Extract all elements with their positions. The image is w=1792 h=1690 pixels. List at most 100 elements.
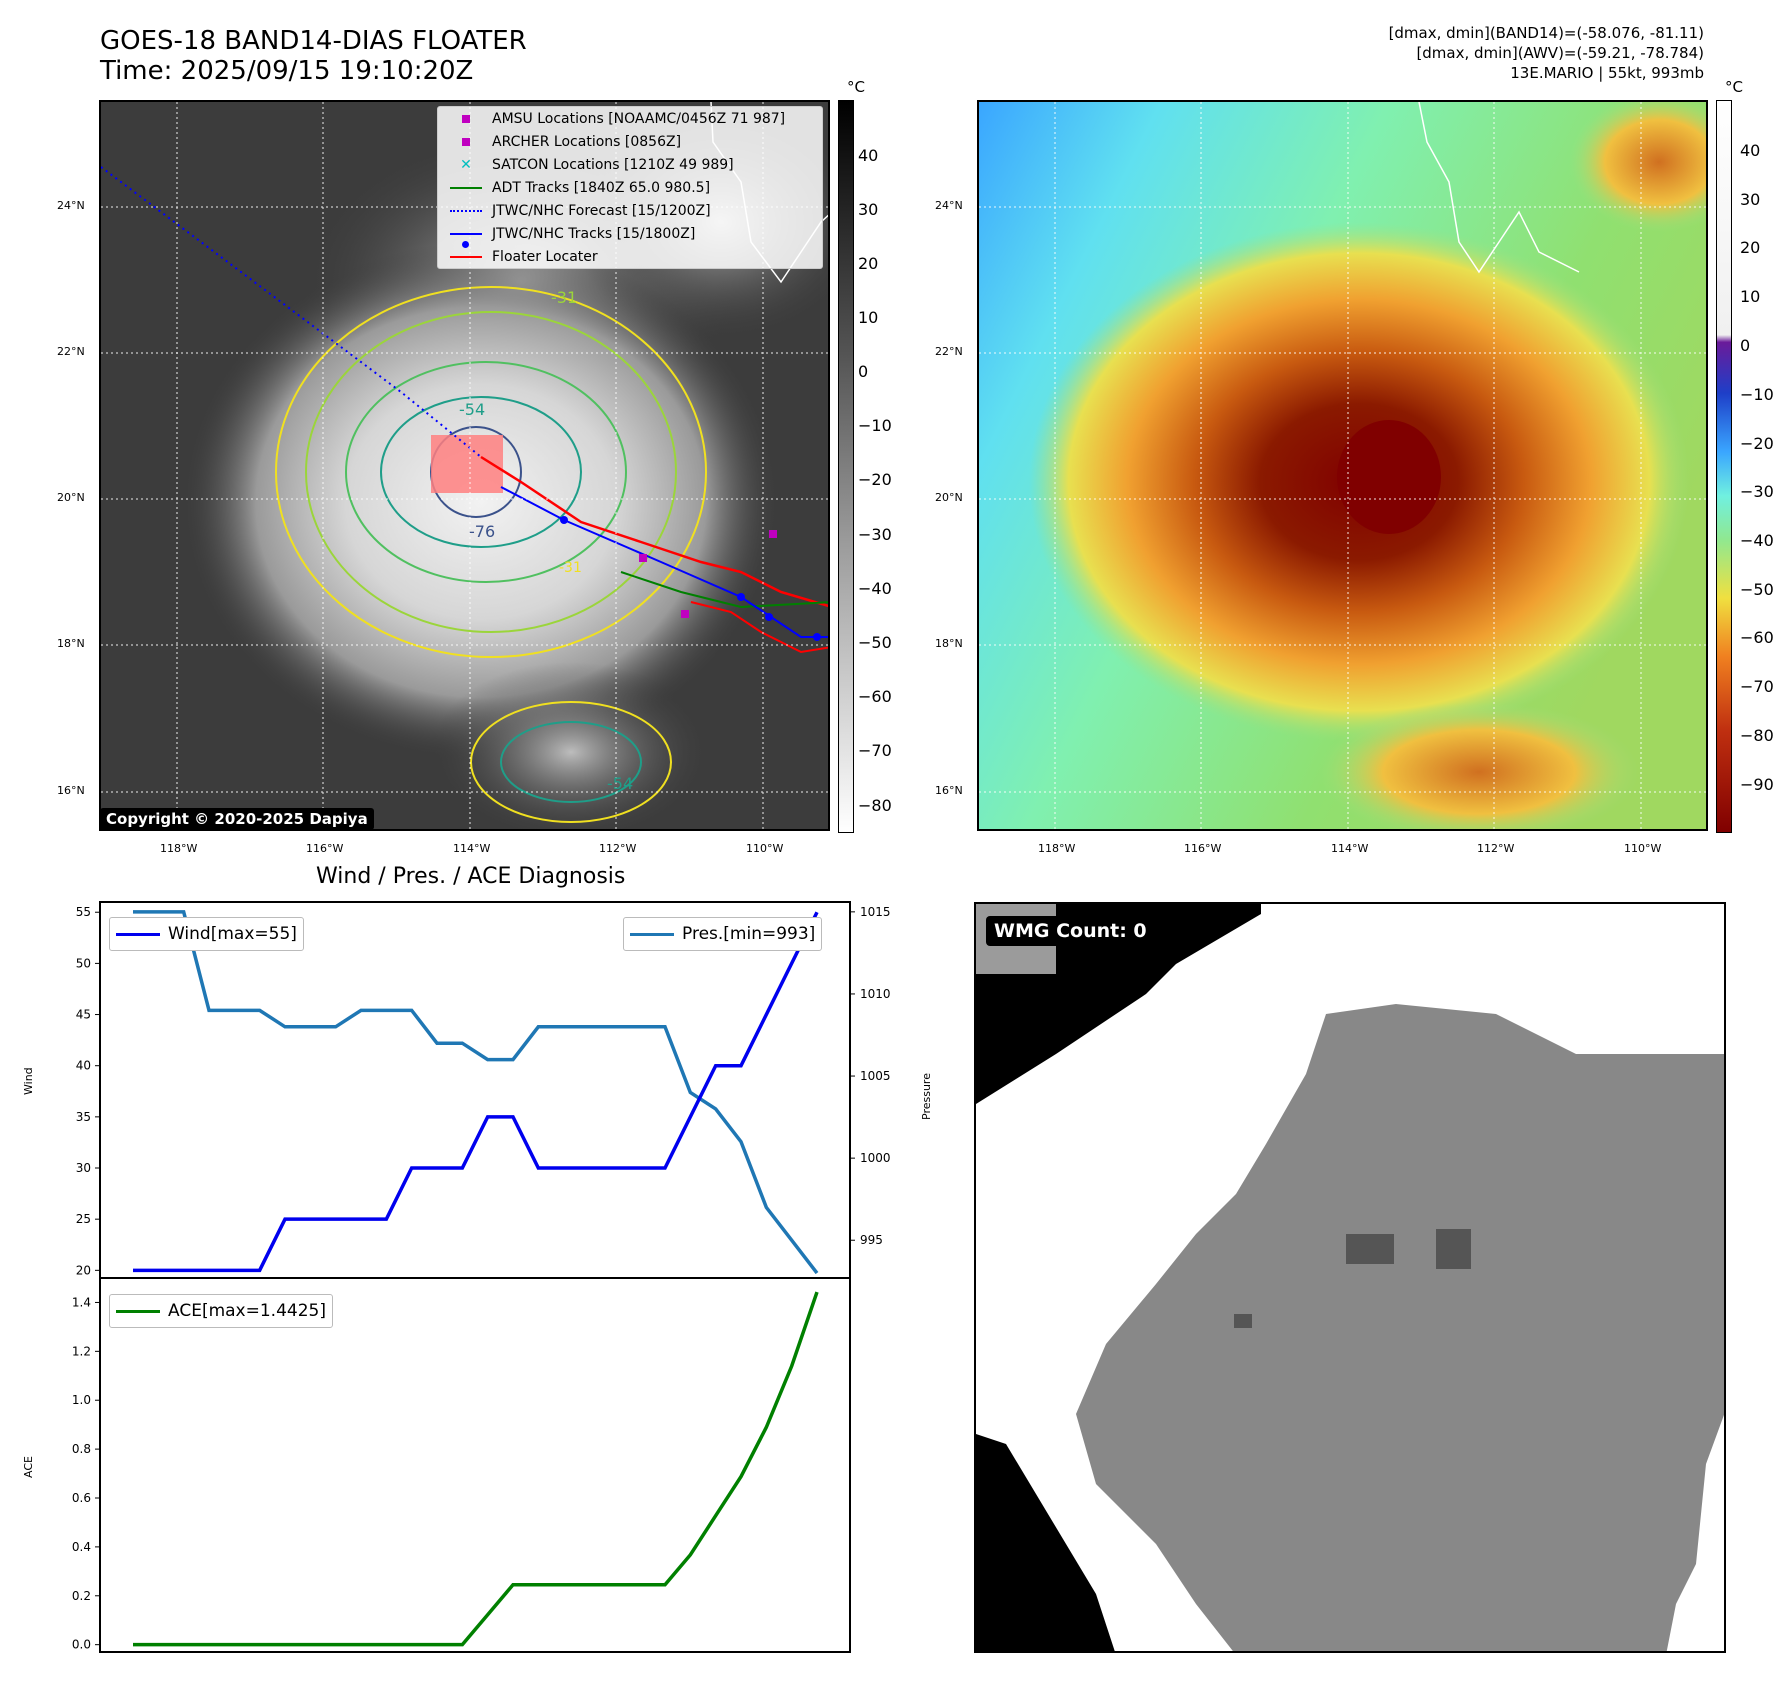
x-marker-icon: ✕ (460, 156, 472, 173)
lon-label: 114°W (453, 842, 491, 855)
y-tick-label: 0.4 (72, 1540, 91, 1554)
line-swatch-icon (450, 255, 482, 258)
y-tick-label: 1005 (860, 1069, 891, 1083)
map-legend: AMSU Locations [NOAAMC/0456Z 71 987] ARC… (437, 106, 823, 269)
chart-title: GOES-18 BAND14-DIAS FLOATER (100, 26, 527, 56)
y-tick-label: 50 (76, 956, 91, 970)
colorbar-tick: 40 (1740, 141, 1761, 160)
lon-label: 110°W (1624, 842, 1662, 855)
colorbar-tick: −70 (1740, 677, 1774, 696)
chart-time: Time: 2025/09/15 19:10:20Z (100, 56, 474, 86)
line-swatch-icon (630, 932, 674, 936)
y-tick-label: 40 (76, 1059, 91, 1073)
legend-item-archer: ARCHER Locations [0856Z] (438, 130, 822, 153)
meta-band14: [dmax, dmin](BAND14)=(-58.076, -81.11) (1388, 24, 1704, 42)
y-tick-label: 35 (76, 1110, 91, 1124)
colorbar-tick: −50 (858, 633, 892, 652)
ace-axis-label: ACE (22, 1456, 35, 1478)
lon-label: 118°W (160, 842, 198, 855)
lat-label: 22°N (935, 345, 963, 358)
colorbar-tick: −40 (858, 579, 892, 598)
y-tick-label: 1.2 (72, 1344, 91, 1358)
colorbar-tick: 40 (858, 146, 879, 165)
legend-item-forecast: JTWC/NHC Forecast [15/1200Z] (438, 199, 822, 222)
legend-item-tracks: JTWC/NHC Tracks [15/1800Z] (438, 222, 822, 248)
copyright-badge: Copyright © 2020-2025 Dapiya (100, 808, 374, 830)
legend-item-adt: ADT Tracks [1840Z 65.0 980.5] (438, 176, 822, 199)
wmg-count-badge: WMG Count: 0 (986, 916, 1155, 946)
diagnosis-title: Wind / Pres. / ACE Diagnosis (316, 864, 626, 889)
y-tick-label: 1.4 (72, 1295, 91, 1309)
legend-label: AMSU Locations [NOAAMC/0456Z 71 987] (492, 110, 786, 127)
y-tick-label: 1000 (860, 1151, 891, 1165)
colorbar-tick: −60 (858, 687, 892, 706)
axes-frame (99, 1277, 851, 1653)
colorbar-tick: 0 (1740, 336, 1751, 355)
colorbar-tick: 30 (1740, 190, 1761, 209)
y-tick-label: 25 (76, 1212, 91, 1226)
wind-legend: Wind[max=55] (109, 917, 304, 951)
lat-label: 16°N (935, 784, 963, 797)
contour-label: -76 (469, 522, 496, 541)
legend-label: ARCHER Locations [0856Z] (492, 133, 682, 150)
pressure-legend: Pres.[min=993] (623, 917, 823, 951)
y-tick-label: 1015 (860, 905, 891, 919)
colorbar-tick: −80 (1740, 726, 1774, 745)
colorbar-tick: 20 (1740, 238, 1761, 257)
pressure-axis-label: Pressure (920, 1073, 933, 1120)
colorbar-tick: −20 (858, 470, 892, 489)
lon-label: 116°W (1184, 842, 1222, 855)
legend-item-floater: Floater Locater (438, 245, 822, 268)
colorbar-tick: −70 (858, 741, 892, 760)
square-marker-icon (462, 114, 470, 123)
square-marker-icon (462, 137, 470, 146)
y-tick-label: 0.2 (72, 1589, 91, 1603)
ir-colorbar (838, 100, 854, 833)
marker-line-swatch-icon (450, 232, 482, 235)
lon-label: 114°W (1331, 842, 1369, 855)
lat-label: 24°N (935, 199, 963, 212)
wind-legend-label: Wind[max=55] (168, 924, 297, 944)
contour-label: -31 (559, 560, 582, 576)
colorbar-unit: °C (847, 78, 865, 96)
colorbar-tick: 10 (858, 308, 879, 327)
colorbar-tick: −30 (1740, 482, 1774, 501)
colorbar-tick: 10 (1740, 287, 1761, 306)
dotted-line-swatch-icon (450, 209, 482, 212)
lon-label: 110°W (746, 842, 784, 855)
colorbar-tick: −90 (1740, 775, 1774, 794)
y-tick-label: 0.8 (72, 1442, 91, 1456)
legend-label: ADT Tracks [1840Z 65.0 980.5] (492, 179, 711, 196)
colorbar-unit: °C (1725, 78, 1743, 96)
lat-label: 18°N (935, 637, 963, 650)
legend-label: JTWC/NHC Tracks [15/1800Z] (492, 225, 696, 242)
axes-frame (99, 901, 851, 1279)
wind-pressure-axes: 20 25 30 35 40 45 50 55 995 1000 1005 1010 1015 (76, 901, 891, 1279)
y-tick-label: 0.6 (72, 1491, 91, 1505)
legend-label: Floater Locater (492, 248, 598, 265)
line-swatch-icon (116, 932, 160, 936)
lon-label: 112°W (1477, 842, 1515, 855)
series-line (133, 911, 819, 1273)
colorbar-tick: −30 (858, 525, 892, 544)
colorbar-tick: 20 (858, 254, 879, 273)
series-line (133, 1291, 819, 1647)
colorbar-tick: −10 (858, 416, 892, 435)
colorbar-tick: −60 (1740, 628, 1774, 647)
colorbar-tick: −40 (1740, 531, 1774, 550)
line-swatch-icon (116, 1309, 160, 1313)
legend-item-satcon: ✕ SATCON Locations [1210Z 49 989] (438, 153, 822, 176)
colorbar-tick: −10 (1740, 385, 1774, 404)
wmg-panel: WMG Count: 0 (974, 902, 1726, 1653)
y-tick-label: 0.0 (72, 1638, 91, 1652)
y-tick-label: 45 (76, 1008, 91, 1022)
contour-label: -54 (607, 774, 634, 793)
lat-label: 22°N (57, 345, 85, 358)
colorbar-tick: −50 (1740, 580, 1774, 599)
lat-label: 18°N (57, 637, 85, 650)
lat-label: 20°N (57, 491, 85, 504)
contour-label: -54 (459, 400, 486, 419)
y-tick-label: 1010 (860, 987, 891, 1001)
legend-label: JTWC/NHC Forecast [15/1200Z] (492, 202, 711, 219)
